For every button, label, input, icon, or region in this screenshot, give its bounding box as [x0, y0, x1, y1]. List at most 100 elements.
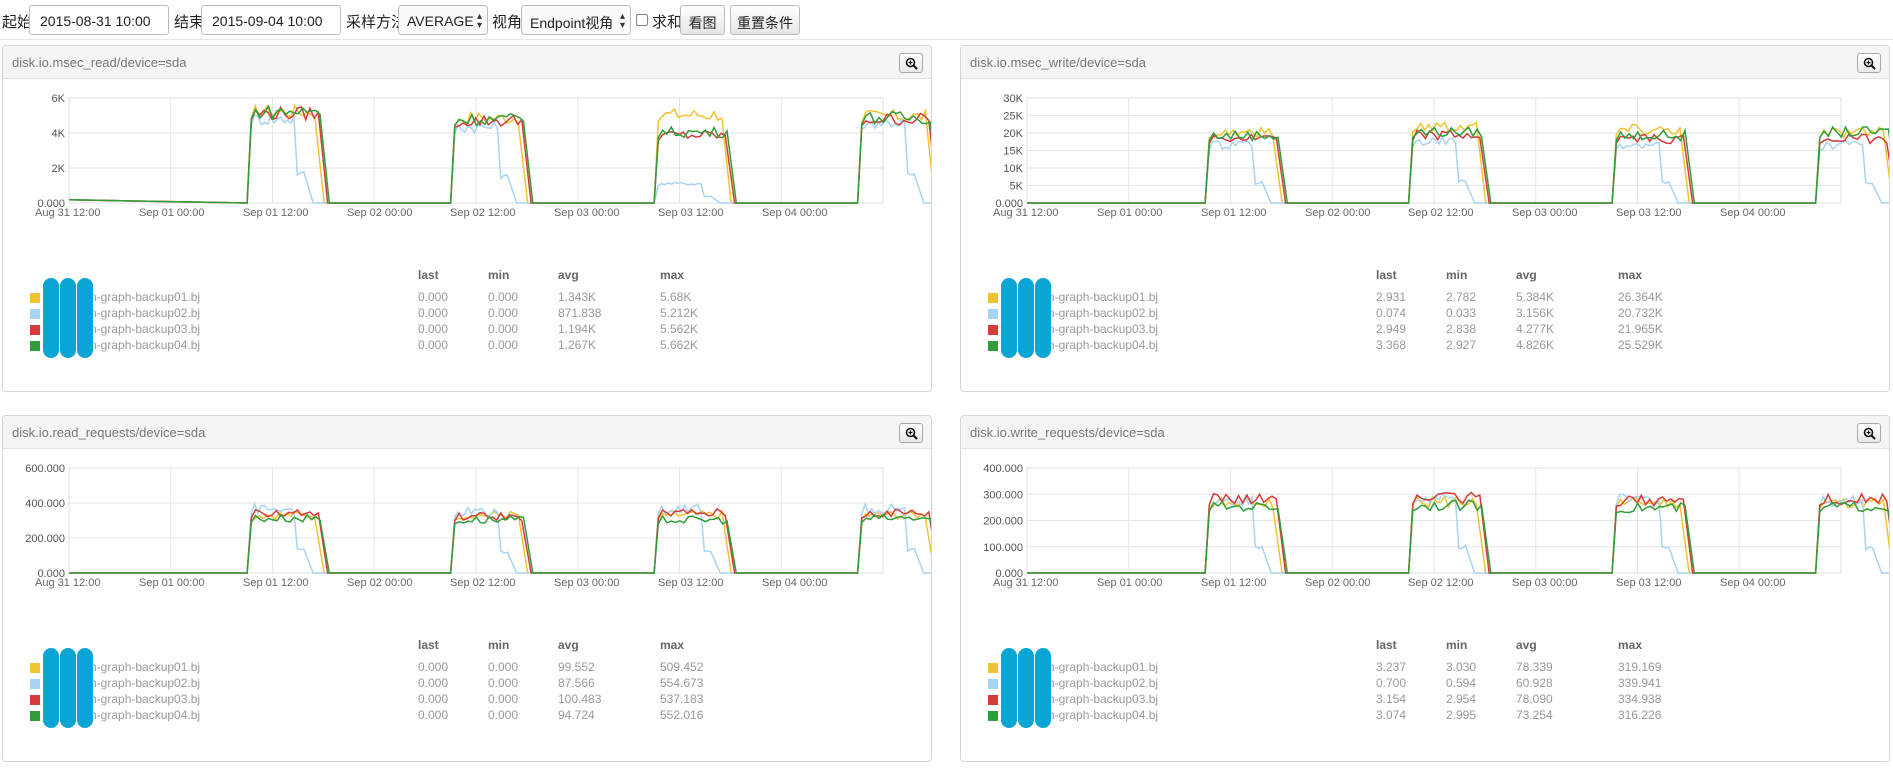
- sum-checkbox[interactable]: [636, 14, 648, 26]
- legend-max-value: 334.938: [1618, 692, 1662, 706]
- legend-max-value: 319.169: [1618, 660, 1662, 674]
- series-line-1: [68, 103, 931, 204]
- x-tick-label: Sep 01 12:00: [1201, 207, 1266, 219]
- legend-header-max: max: [1618, 638, 1643, 652]
- legend-header-last: last: [1376, 268, 1397, 282]
- x-tick-label: Sep 02 12:00: [450, 207, 515, 219]
- y-tick-label: 25K: [1003, 111, 1023, 123]
- legend-avg-value: 100.483: [558, 692, 602, 706]
- legend-min-value: 0.000: [488, 676, 519, 690]
- legend-swatch: [30, 309, 40, 319]
- zoom-button[interactable]: [899, 53, 923, 73]
- legend-avg-value: 5.384K: [1516, 290, 1555, 304]
- legend-series-name[interactable]: n-graph-backup02.bj: [90, 676, 201, 690]
- y-tick-label: 0.000: [37, 568, 65, 580]
- legend-max-value: 26.364K: [1618, 290, 1663, 304]
- legend-avg-value: 1.194K: [558, 322, 597, 336]
- sampling-select[interactable]: AVERAGE ▴ ▾: [398, 5, 488, 35]
- legend-last-value: 2.931: [1376, 290, 1407, 304]
- legend-max-value: 21.965K: [1618, 322, 1663, 336]
- y-tick-label: 0.000: [995, 198, 1023, 210]
- zoom-button[interactable]: [899, 423, 923, 443]
- x-tick-label: Aug 31 12:00: [35, 207, 100, 219]
- redaction-mark: [1035, 648, 1051, 728]
- legend-series-name[interactable]: n-graph-backup01.bj: [90, 660, 201, 674]
- legend-min-value: 2.838: [1446, 322, 1477, 336]
- legend-last-value: 3.074: [1376, 708, 1407, 722]
- plot-border: [1026, 467, 1842, 574]
- chart-legend: last min avg max n-graph-backup01.bj 0.000 0.0…: [3, 638, 931, 748]
- start-time-input[interactable]: 2015-08-31 10:00: [29, 5, 169, 35]
- legend-last-value: 0.000: [418, 338, 449, 352]
- y-tick-label: 100.000: [983, 542, 1023, 554]
- legend-series-name[interactable]: n-graph-backup03.bj: [90, 692, 201, 706]
- x-tick-label: Aug 31 12:00: [993, 207, 1058, 219]
- y-tick-label: 400.000: [983, 463, 1023, 475]
- view-select[interactable]: Endpoint视角 ▴ ▾: [521, 5, 631, 35]
- chart-legend: last min avg max n-graph-backup01.bj 2.931 2.7…: [961, 268, 1889, 378]
- panel-title: disk.io.msec_read/device=sda: [12, 55, 187, 70]
- legend-series-name[interactable]: n-graph-backup02.bj: [90, 306, 201, 320]
- legend-max-value: 5.212K: [660, 306, 699, 320]
- reset-button[interactable]: 重置条件: [730, 5, 800, 35]
- zoom-button[interactable]: [1857, 53, 1881, 73]
- select-arrows-icon: ▴ ▾: [476, 11, 482, 31]
- end-time-input[interactable]: 2015-09-04 10:00: [201, 5, 341, 35]
- zoom-button[interactable]: [1857, 423, 1881, 443]
- zoom-in-icon: [1863, 427, 1876, 440]
- legend-min-value: 0.000: [488, 306, 519, 320]
- legend-swatch: [988, 663, 998, 673]
- x-tick-label: Sep 03 12:00: [1616, 577, 1681, 589]
- panel-title: disk.io.msec_write/device=sda: [970, 55, 1146, 70]
- redaction-mark: [1018, 278, 1034, 358]
- legend-series-name[interactable]: n-graph-backup03.bj: [1048, 692, 1159, 706]
- sampling-label: 采样方法: [346, 14, 407, 31]
- x-tick-label: Sep 03 12:00: [1616, 207, 1681, 219]
- y-tick-label: 200.000: [25, 533, 65, 545]
- x-tick-label: Sep 02 12:00: [1408, 577, 1473, 589]
- legend-series-name[interactable]: n-graph-backup01.bj: [1048, 660, 1159, 674]
- legend-series-name[interactable]: n-graph-backup03.bj: [90, 322, 201, 336]
- legend-series-name[interactable]: n-graph-backup04.bj: [1048, 708, 1159, 722]
- legend-max-value: 537.183: [660, 692, 704, 706]
- legend-series-name[interactable]: n-graph-backup02.bj: [1048, 676, 1159, 690]
- legend-avg-value: 4.277K: [1516, 322, 1555, 336]
- y-tick-label: 0.000: [37, 198, 65, 210]
- legend-max-value: 509.452: [660, 660, 704, 674]
- series-line-4: [69, 513, 931, 574]
- x-tick-label: Sep 02 12:00: [1408, 207, 1473, 219]
- legend-last-value: 0.000: [418, 660, 449, 674]
- legend-header-min: min: [1446, 638, 1468, 652]
- sampling-select-value: AVERAGE: [407, 13, 474, 29]
- x-tick-label: Aug 31 12:00: [993, 577, 1058, 589]
- legend-series-name[interactable]: n-graph-backup01.bj: [90, 290, 201, 304]
- chart-panel-msec-write: disk.io.msec_write/device=sda 30K 25K 20K 15…: [960, 45, 1890, 392]
- legend-series-name[interactable]: n-graph-backup04.bj: [1048, 338, 1159, 352]
- legend-swatch: [988, 341, 998, 351]
- legend-swatch: [30, 341, 40, 351]
- legend-max-value: 552.016: [660, 708, 704, 722]
- zoom-in-icon: [1863, 57, 1876, 70]
- legend-series-name[interactable]: n-graph-backup03.bj: [1048, 322, 1159, 336]
- x-tick-label: Sep 04 00:00: [762, 577, 827, 589]
- legend-header-max: max: [1618, 268, 1643, 282]
- legend-header-last: last: [418, 268, 439, 282]
- y-tick-label: 200.000: [983, 516, 1023, 528]
- legend-series-name[interactable]: n-graph-backup02.bj: [1048, 306, 1159, 320]
- plot-border: [68, 97, 884, 204]
- legend-series-name[interactable]: n-graph-backup04.bj: [90, 338, 201, 352]
- legend-header-min: min: [488, 638, 510, 652]
- chart-legend: last min avg max n-graph-backup01.bj 0.000 0.0…: [3, 268, 931, 378]
- legend-series-name[interactable]: n-graph-backup04.bj: [90, 708, 201, 722]
- legend-max-value: 316.226: [1618, 708, 1662, 722]
- legend-series-name[interactable]: n-graph-backup01.bj: [1048, 290, 1159, 304]
- legend-swatch: [988, 679, 998, 689]
- x-tick-label: Aug 31 12:00: [35, 577, 100, 589]
- view-graph-button[interactable]: 看图: [680, 5, 725, 35]
- redaction-mark: [1035, 278, 1051, 358]
- redaction-mark: [1001, 278, 1017, 358]
- y-tick-label: 6K: [52, 93, 66, 105]
- y-tick-label: 0.000: [995, 568, 1023, 580]
- redaction-mark: [77, 648, 93, 728]
